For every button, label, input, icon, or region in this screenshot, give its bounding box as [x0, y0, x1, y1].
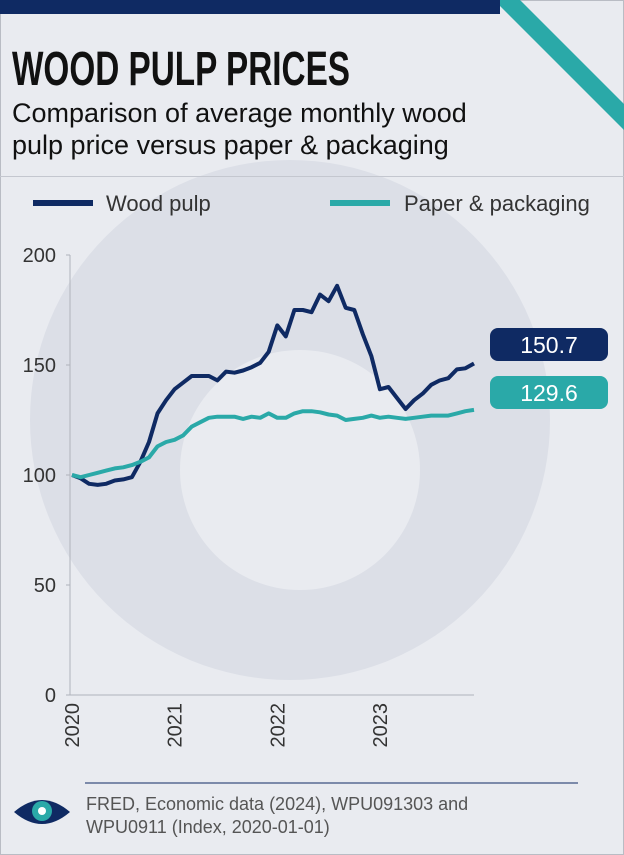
- legend-label: Wood pulp: [106, 191, 211, 216]
- y-tick-label: 200: [23, 245, 56, 267]
- subtitle: pulp price versus paper & packaging: [12, 130, 449, 160]
- end-label: 129.6: [520, 380, 578, 406]
- eye-icon: [14, 800, 70, 824]
- line: [71, 407, 475, 480]
- end-label: 150.7: [520, 332, 578, 358]
- source: WPU0911 (Index, 2020-01-01): [86, 817, 330, 837]
- separator: [0, 176, 624, 177]
- x-tick-label: 2022: [267, 703, 289, 748]
- top-band: [0, 0, 500, 14]
- subtitle: Comparison of average monthly wood: [12, 98, 467, 128]
- corner-accent: [500, 0, 624, 130]
- y-tick-label: 50: [34, 575, 56, 597]
- y-tick-label: 0: [45, 685, 56, 707]
- x-tick-label: 2023: [370, 703, 392, 748]
- y-tick-label: 150: [23, 355, 56, 377]
- y-tick-label: 100: [23, 465, 56, 487]
- end-label-box: [490, 376, 608, 409]
- source: FRED, Economic data (2024), WPU091303 an…: [86, 794, 468, 814]
- chart-title: WOOD PULP PRICES: [12, 43, 350, 96]
- legend-label: Paper & packaging: [404, 191, 590, 216]
- x-tick-label: 2020: [62, 703, 84, 748]
- x-tick-label: 2021: [165, 703, 187, 748]
- watermark-hole: [180, 350, 420, 590]
- end-label-box: [490, 328, 608, 361]
